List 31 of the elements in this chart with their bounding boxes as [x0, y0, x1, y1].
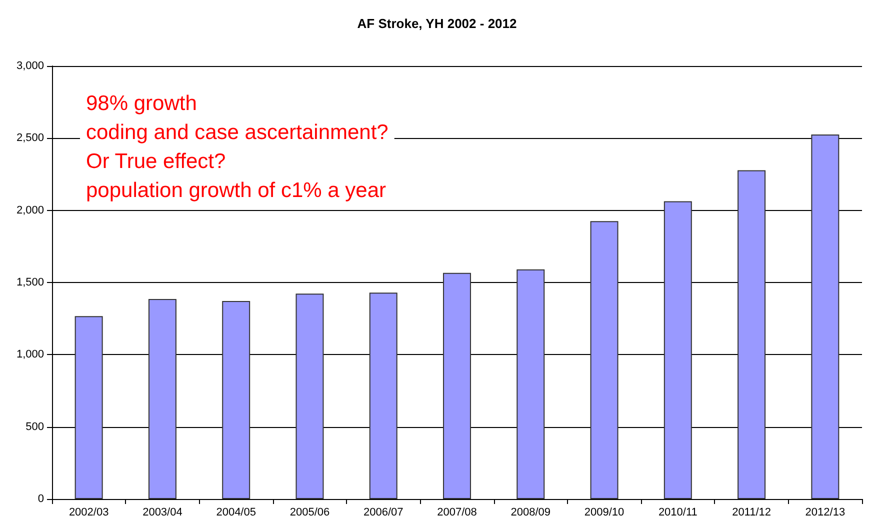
x-tick-label: 2010/11: [658, 506, 698, 518]
bar: [148, 298, 176, 499]
bar: [664, 201, 692, 499]
x-tick-label: 2012/13: [805, 506, 846, 518]
bar: [811, 134, 840, 499]
x-tick-label: 2006/07: [363, 506, 404, 518]
annotation: 98% growth coding and case ascertainment? Or True effect? population growth of c1% a year: [86, 92, 388, 202]
y-tick-label: 3,000: [16, 60, 44, 72]
bar: [369, 292, 398, 499]
bar: [74, 316, 103, 499]
x-tick-label: 2005/06: [290, 506, 330, 518]
bar: [590, 221, 618, 499]
x-tick-label: 2002/03: [68, 506, 109, 518]
bar: [443, 272, 471, 499]
x-tick-label: 2004/05: [216, 506, 256, 518]
y-tick-label: 2,500: [16, 132, 44, 144]
x-tick-label: 2007/08: [437, 506, 477, 518]
x-tick-label: 2008/09: [510, 506, 551, 518]
bar: [516, 269, 545, 499]
x-tick-label: 2003/04: [142, 506, 182, 518]
bar: [296, 294, 324, 499]
bar: [738, 170, 766, 499]
y-tick-label: 500: [26, 420, 44, 433]
y-tick-label: 1,500: [16, 276, 44, 288]
chart-title: AF Stroke, YH 2002 - 2012: [357, 16, 517, 31]
x-tick-label: 2011/12: [732, 506, 772, 518]
y-tick-label: 1,000: [16, 348, 44, 361]
y-tick-label: 2,000: [16, 204, 44, 216]
x-tick-label: 2009/10: [584, 506, 624, 518]
bar: [222, 300, 250, 499]
y-tick-label: 0: [38, 493, 44, 505]
